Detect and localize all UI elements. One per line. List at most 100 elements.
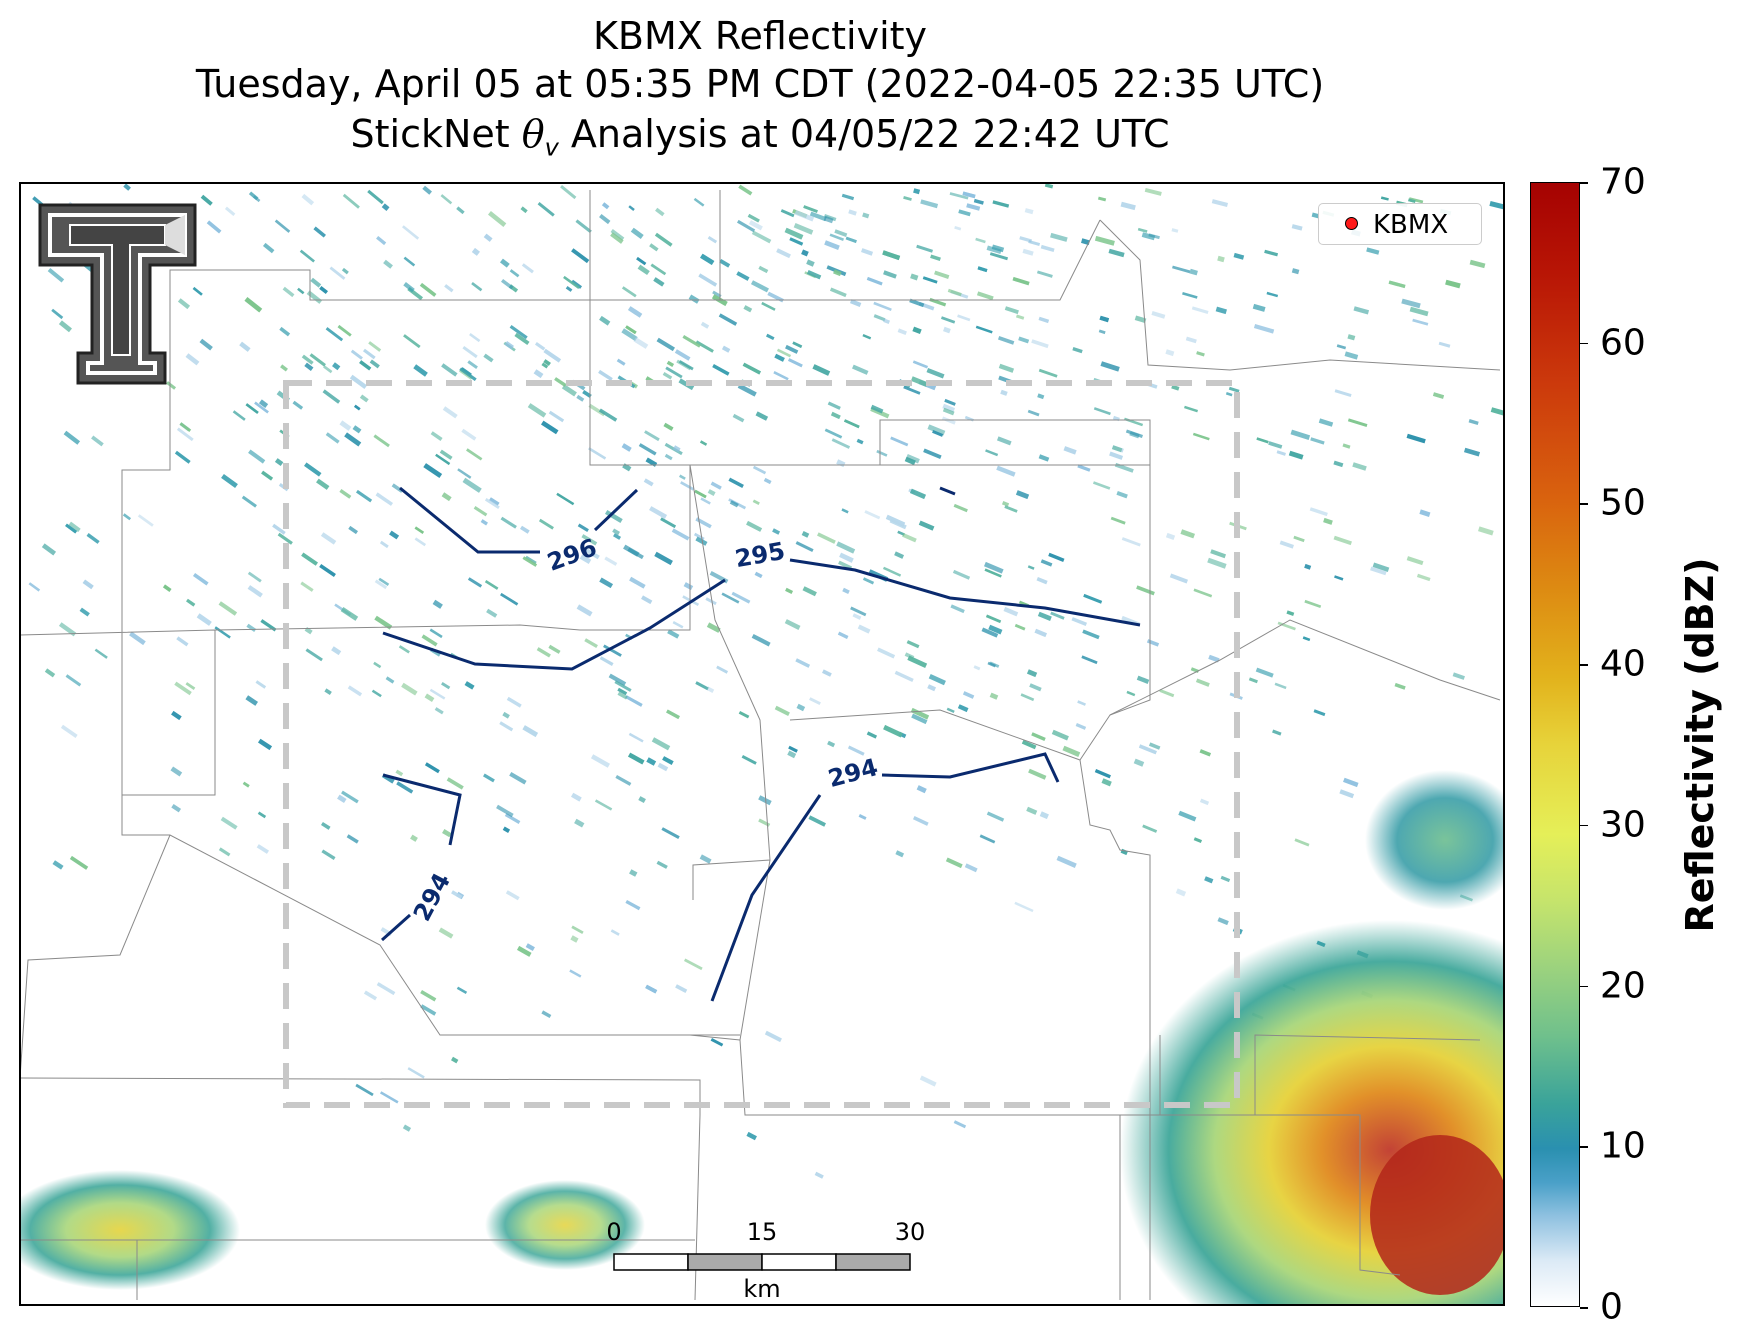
echo-pixel xyxy=(964,863,978,873)
echo-pixel xyxy=(1165,532,1176,540)
echo-pixel xyxy=(834,229,848,237)
echo-pixel xyxy=(913,188,921,195)
echo-pixel xyxy=(1081,655,1098,665)
echo-pixel xyxy=(329,266,346,280)
echo-pixel xyxy=(941,416,956,425)
echo-pixel xyxy=(1196,351,1205,357)
echo-pixel xyxy=(1015,490,1030,500)
echo-pixel xyxy=(953,503,968,513)
echo-pixel xyxy=(1026,806,1038,815)
echo-pixel xyxy=(471,282,483,292)
echo-pixel xyxy=(1207,557,1227,569)
echo-pixel xyxy=(861,248,874,256)
echo-pixel xyxy=(60,724,78,738)
echo-pixel xyxy=(795,658,811,668)
echo-pixel xyxy=(942,403,955,413)
echo-pixel xyxy=(420,1004,437,1016)
colorbar-tick-label: 40 xyxy=(1600,643,1646,685)
echo-pixel xyxy=(784,619,801,630)
echo-pixel xyxy=(506,696,522,708)
echo-pixel xyxy=(176,636,189,647)
echo-pixel xyxy=(746,520,763,532)
echo-pixel xyxy=(355,1083,374,1097)
echo-pixel xyxy=(1189,268,1198,276)
echo-pixel xyxy=(82,579,94,590)
echo-pixel xyxy=(663,422,674,431)
echo-pixel xyxy=(129,631,146,646)
echo-pixel xyxy=(654,551,673,566)
echo-pixel xyxy=(983,561,1004,574)
echo-pixel xyxy=(442,828,452,838)
echo-pixel xyxy=(764,1030,782,1043)
echo-pixel xyxy=(858,814,867,820)
echo-pixel xyxy=(801,531,810,538)
echo-pixel xyxy=(174,681,192,696)
echo-pixel xyxy=(483,353,494,363)
echo-pixel xyxy=(776,348,792,358)
echo-pixel xyxy=(582,546,600,560)
echo-pixel xyxy=(483,773,495,783)
echo-pixel xyxy=(905,453,920,464)
echo-pixel xyxy=(1225,392,1233,397)
echo-pixel xyxy=(501,279,514,290)
echo-pixel xyxy=(741,755,757,765)
echo-pixel xyxy=(1191,306,1209,315)
echo-pixel xyxy=(1120,201,1136,211)
echo-pixel xyxy=(340,607,359,621)
echo-pixel xyxy=(957,314,971,322)
echo-pixel xyxy=(621,443,632,452)
echo-pixel xyxy=(615,774,632,786)
echo-pixel xyxy=(410,834,418,842)
echo-pixel xyxy=(1490,407,1504,416)
echo-pixel xyxy=(823,215,834,224)
echo-pixel xyxy=(1083,593,1103,604)
echo-pixel xyxy=(556,492,575,506)
echo-pixel xyxy=(1268,441,1283,449)
echo-pixel xyxy=(1401,298,1421,309)
echo-pixel xyxy=(672,445,681,453)
echo-pixel xyxy=(1003,606,1019,617)
echo-pixel xyxy=(754,571,763,579)
theta-subscript: v xyxy=(544,133,559,162)
echo-pixel xyxy=(610,229,625,241)
echo-pixel xyxy=(1343,777,1359,788)
echo-pixel xyxy=(261,470,274,481)
echo-pixel xyxy=(902,533,917,543)
echo-pixel xyxy=(355,489,373,503)
echo-pixel xyxy=(876,449,888,457)
echo-pixel xyxy=(540,420,559,435)
echo-pixel xyxy=(599,315,611,326)
echo-pixel xyxy=(866,276,883,286)
echo-pixel xyxy=(776,248,791,259)
echo-pixel xyxy=(41,543,57,556)
echo-pixel xyxy=(795,541,814,553)
echo-pixel xyxy=(916,244,934,253)
echo-pixel xyxy=(1293,535,1305,543)
scale-bar xyxy=(613,1253,911,1271)
echo-pixel xyxy=(1406,433,1426,444)
echo-pixel xyxy=(348,525,358,535)
echo-pixel xyxy=(396,781,414,794)
echo-pixel xyxy=(47,268,65,283)
echo-pixel xyxy=(500,592,519,606)
echo-pixel xyxy=(1165,349,1175,357)
echo-pixel xyxy=(636,256,647,266)
echo-pixel xyxy=(1077,700,1086,706)
echo-pixel xyxy=(325,327,344,342)
echo-pixel xyxy=(414,537,427,547)
echo-pixel xyxy=(373,661,382,669)
echo-pixel xyxy=(700,497,711,505)
echo-pixel xyxy=(953,1120,967,1129)
echo-pixel xyxy=(520,206,528,214)
echo-pixel xyxy=(297,287,305,295)
echo-pixel xyxy=(1445,279,1461,289)
echo-pixel xyxy=(341,267,349,275)
echo-pixel xyxy=(1372,562,1390,572)
echo-pixel xyxy=(693,197,705,207)
echo-pixel xyxy=(1169,573,1188,584)
echo-pixel xyxy=(1192,432,1210,441)
echo-pixel xyxy=(1101,778,1112,787)
echo-pixel xyxy=(451,1056,459,1064)
colorbar-tick-label: 0 xyxy=(1600,1286,1623,1328)
echo-pixel xyxy=(1020,693,1035,702)
